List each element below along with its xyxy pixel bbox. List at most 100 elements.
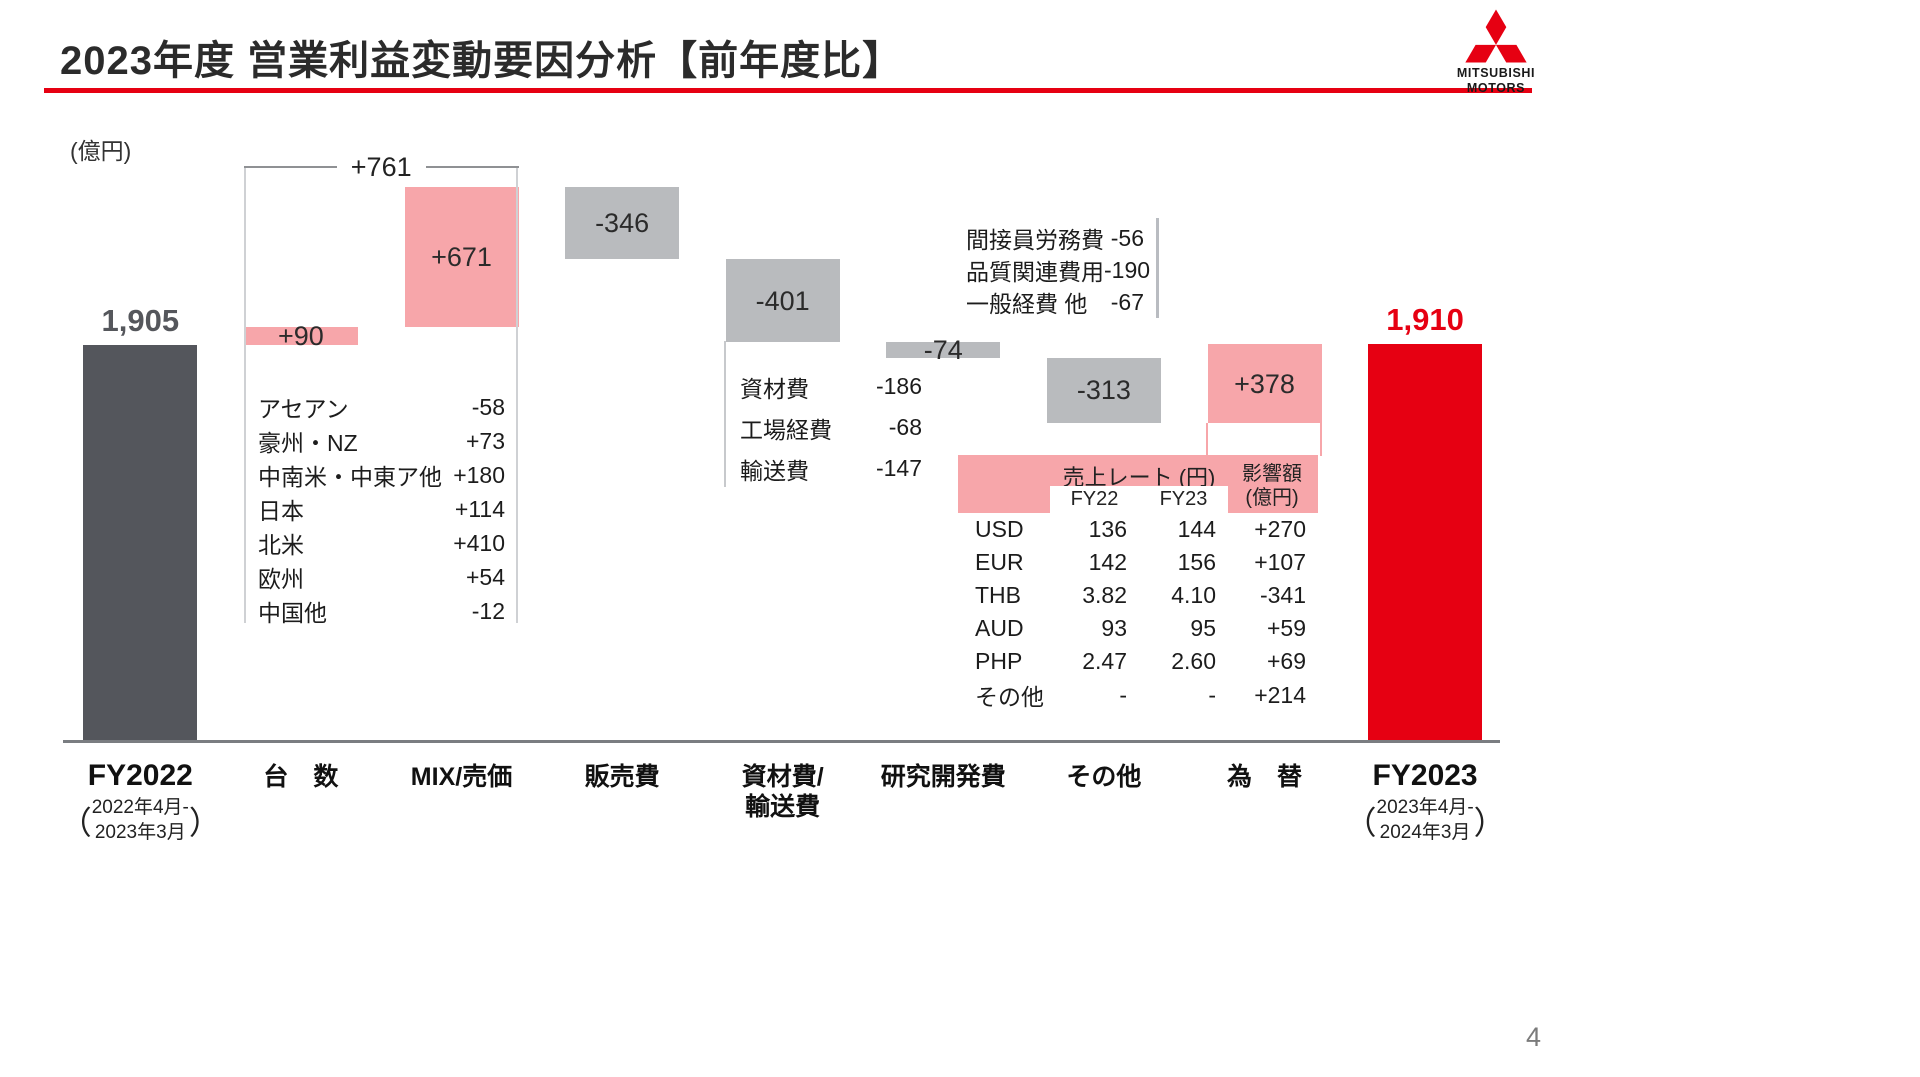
fx-fy22-rate: - — [1119, 681, 1127, 708]
bar-selling-expenses — [565, 186, 680, 259]
fx-fy23-rate: 4.10 — [1171, 582, 1216, 608]
breakdown-row: 欧州 +54 — [258, 560, 505, 594]
breakdown-value: -12 — [471, 597, 505, 624]
fiscal-period: 2022年4月- 2023年3月 — [91, 797, 189, 843]
paren-close: ） — [188, 804, 221, 841]
materials-breakdown: 資材費 -186 工場経費 -68 輸送費 -147 — [740, 366, 922, 489]
axis-sublabel-fy2022: （2022年4月- 2023年3月） — [20, 796, 260, 845]
unit-label: (億円) — [70, 138, 132, 164]
axis-label-line: 台 数 — [263, 763, 339, 791]
fx-header-impact: 影響額 (億円) — [1226, 462, 1318, 510]
breakdown-name: 工場経費 — [740, 416, 832, 443]
logo-brand-line1: MITSUBISHI — [1456, 66, 1536, 80]
fx-currency: EUR — [975, 549, 1024, 575]
fx-fy22-rate: 3.82 — [1082, 582, 1127, 608]
bar-forex — [1207, 344, 1322, 424]
bar-others — [1046, 357, 1161, 424]
bracket-line-left — [243, 166, 337, 168]
paren-open: （ — [59, 804, 92, 841]
bracket-left-guide-line — [243, 168, 246, 623]
fx-impact: +59 — [1266, 615, 1306, 641]
bracket-right-guide-line — [516, 168, 519, 623]
bar-value-label-rnd: -74 — [923, 335, 963, 366]
fx-row: PHP 2.47 2.60 +69 — [958, 645, 1318, 678]
total-value-label-fy2023: 1,910 — [1386, 302, 1464, 338]
breakdown-row: 工場経費 -68 — [740, 407, 922, 448]
fx-row: AUD 93 95 +59 — [958, 612, 1318, 645]
breakdown-value: -147 — [875, 455, 922, 481]
fx-currency: THB — [975, 582, 1021, 608]
bar-value-label-volume: +90 — [277, 321, 324, 351]
bar-value-label-selling-expenses: -346 — [595, 207, 650, 238]
breakdown-row: 品質関連費用 -190 — [966, 254, 1150, 286]
breakdown-name: 品質関連費用 — [966, 259, 1104, 285]
axis-label-fy2022: FY2022 — [30, 758, 250, 794]
page-number: 4 — [1526, 1022, 1542, 1052]
fx-impact: +270 — [1254, 516, 1306, 542]
axis-label-line: FY2022 — [87, 759, 193, 792]
fx-fy22-rate: 2.47 — [1082, 648, 1127, 674]
breakdown-value: -56 — [1110, 224, 1144, 251]
fx-subheader: FY22 FY23 — [1050, 486, 1228, 513]
bar-fy2022 — [83, 345, 198, 742]
breakdown-row: 豪州・NZ +73 — [258, 424, 505, 458]
others-breakdown: 間接員労務費 -56 品質関連費用 -190 一般経費 他 -67 — [966, 222, 1150, 318]
fx-header-impact-line2: (億円) — [1245, 487, 1299, 509]
breakdown-row: 中南米・中東ア他 +180 — [258, 458, 505, 492]
breakdown-row: 北米 +410 — [258, 526, 505, 560]
paren-open: （ — [1344, 804, 1377, 841]
breakdown-row: アセアン -58 — [258, 390, 505, 424]
fx-fy23-rate: 95 — [1190, 615, 1216, 641]
axis-label-line: MIX/売価 — [410, 763, 513, 791]
breakdown-value: -186 — [875, 373, 922, 399]
fiscal-period: 2023年4月- 2024年3月 — [1376, 797, 1474, 843]
breakdown-name: 中南米・中東ア他 — [258, 464, 442, 490]
axis-label-mix-price: MIX/売価 — [352, 762, 572, 792]
fx-table-header: 売上レート (円) 影響額 (億円) FY22 FY23 — [958, 455, 1318, 513]
bar-value-label-others: -313 — [1076, 375, 1131, 406]
fx-fy22-rate: 136 — [1088, 516, 1127, 542]
breakdown-name: 中国他 — [258, 600, 327, 626]
fx-header-impact-line1: 影響額 — [1242, 463, 1302, 485]
fx-table: 売上レート (円) 影響額 (億円) FY22 FY23 USD 136 144 +2… — [958, 455, 1318, 711]
bar-volume — [243, 326, 358, 346]
breakdown-value: +73 — [465, 427, 505, 454]
fx-guide-line-right — [1320, 423, 1322, 456]
fx-fy23-rate: 144 — [1177, 516, 1216, 542]
axis-label-line: 研究開発費 — [880, 763, 1006, 791]
fx-row: その他 - - +214 — [958, 678, 1318, 711]
breakdown-name: 欧州 — [258, 566, 304, 592]
breakdown-name: 豪州・NZ — [258, 430, 358, 456]
bar-materials-logistics — [725, 258, 840, 343]
axis-label-fy2023: FY2023 — [1315, 758, 1535, 794]
total-value-label-fy2022: 1,905 — [101, 303, 180, 339]
breakdown-name: 一般経費 他 — [966, 291, 1088, 317]
paren-close: ） — [1473, 804, 1506, 841]
bar-fy2023 — [1368, 344, 1483, 742]
bar-value-label-materials-logistics: -401 — [755, 285, 810, 316]
others-guide-line — [1156, 218, 1159, 318]
fx-col-fy22: FY22 — [1070, 488, 1119, 510]
bracket-line-right — [425, 166, 519, 168]
axis-label-materials-logistics: 資材費/輸送費 — [673, 762, 893, 822]
breakdown-name: アセアン — [258, 396, 349, 422]
breakdown-name: 輸送費 — [740, 457, 809, 484]
breakdown-name: 日本 — [258, 498, 304, 524]
bar-mix-price — [404, 186, 519, 327]
title-underline — [44, 88, 1532, 93]
fx-fy22-rate: 93 — [1101, 615, 1127, 641]
axis-label-line: 資材費/ — [741, 763, 824, 791]
breakdown-value: +410 — [453, 529, 505, 556]
bracket-label: +761 — [350, 151, 412, 182]
breakdown-value: -67 — [1110, 288, 1144, 315]
breakdown-name: 間接員労務費 — [966, 227, 1104, 253]
fx-header-rate: 売上レート (円) — [1062, 465, 1216, 490]
breakdown-row: 間接員労務費 -56 — [966, 222, 1144, 254]
fx-impact: -341 — [1259, 582, 1306, 608]
fx-row: USD 136 144 +270 — [958, 513, 1318, 546]
x-axis-line — [63, 740, 1500, 743]
breakdown-value: +114 — [454, 495, 505, 522]
fx-currency: AUD — [975, 615, 1024, 641]
axis-label-volume: 台 数 — [191, 762, 411, 792]
fx-currency: USD — [975, 516, 1024, 542]
